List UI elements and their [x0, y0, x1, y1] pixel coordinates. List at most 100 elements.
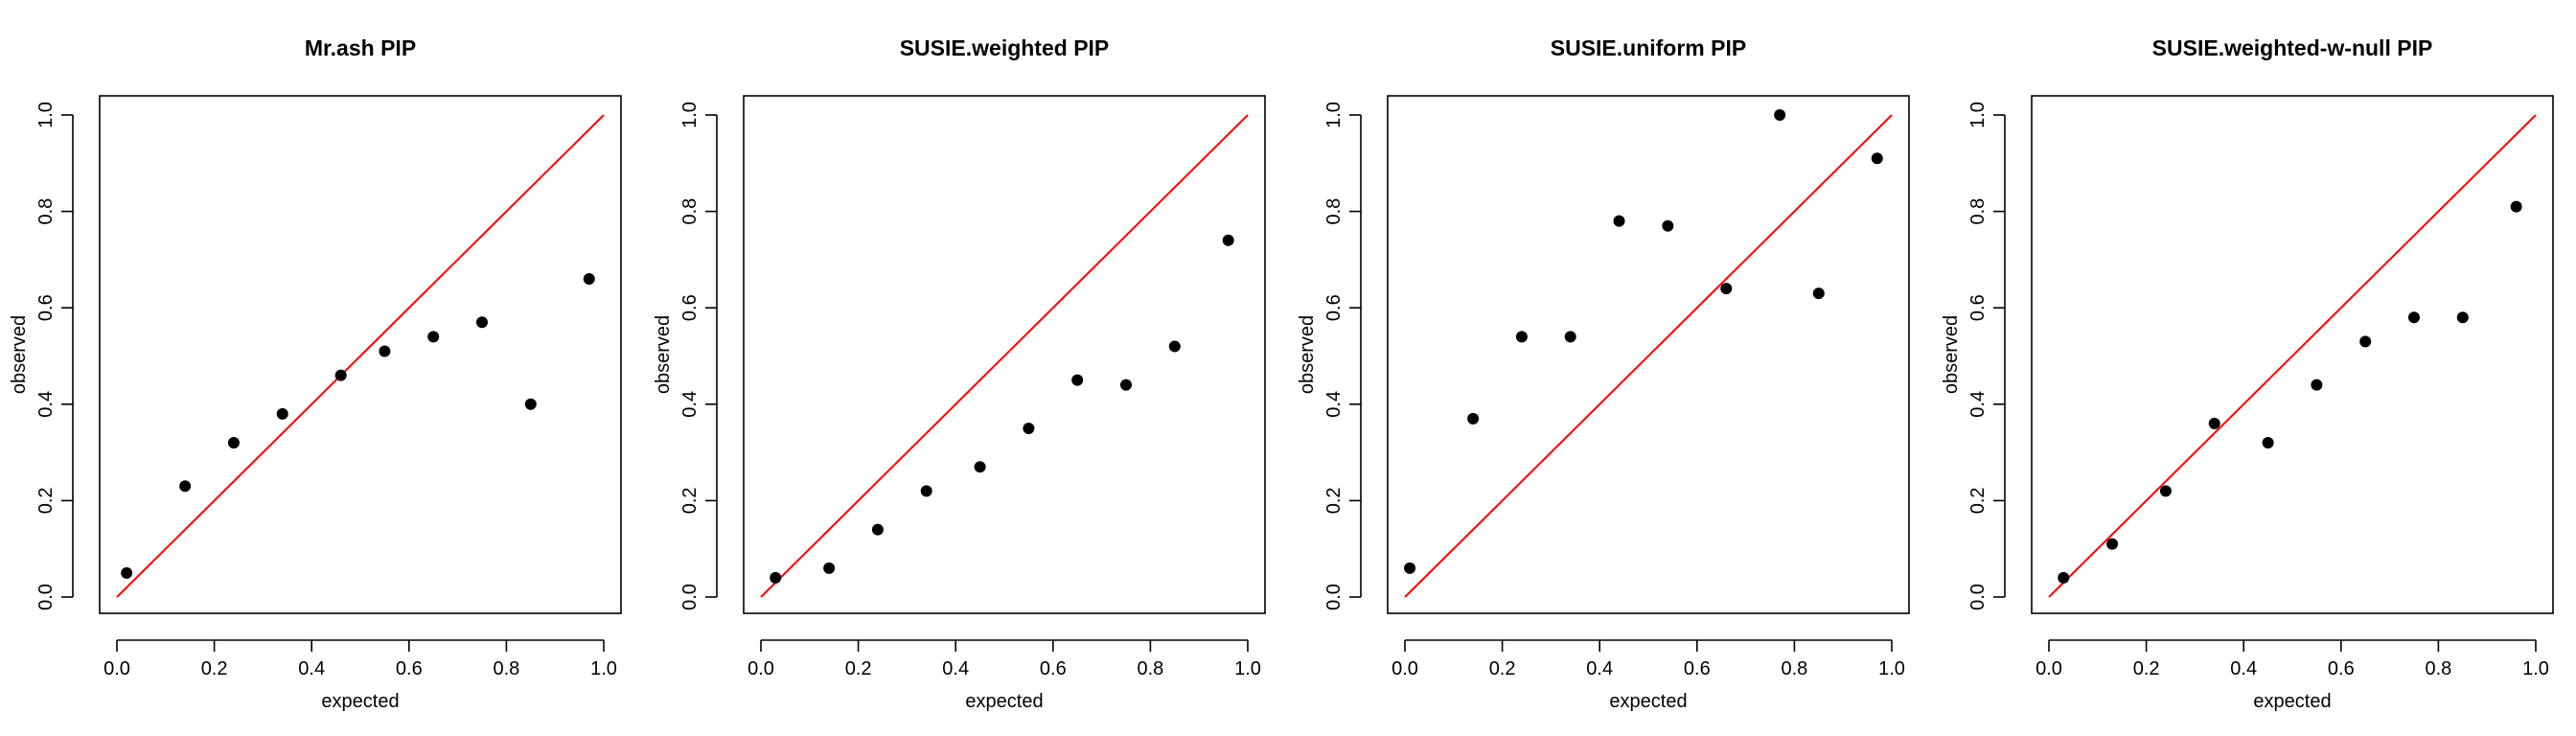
- x-tick-label: 0.8: [1137, 658, 1163, 679]
- data-point: [427, 331, 440, 343]
- x-tick-label: 0.6: [396, 658, 423, 679]
- y-tick-label: 0.2: [679, 487, 701, 514]
- data-point: [276, 407, 288, 420]
- y-tick-label: 0.6: [1967, 294, 1989, 321]
- x-tick-label: 0.2: [2133, 658, 2160, 679]
- reference-line: [116, 114, 605, 598]
- x-axis-label: expected: [1609, 691, 1687, 712]
- plot-frame: [743, 95, 1266, 614]
- y-tick-label: 0.6: [1323, 294, 1345, 321]
- x-tick-label: 0.8: [493, 658, 519, 679]
- data-point: [2408, 311, 2420, 324]
- plot-frame: [99, 95, 622, 614]
- data-point: [1222, 234, 1234, 246]
- data-point: [2510, 200, 2522, 213]
- plot-frame: [2031, 95, 2554, 614]
- data-point: [2456, 311, 2469, 324]
- scatter-panel-1: Mr.ash PIP 0.0 0.2 0.4 0.6 0.8 1.0 expected 0.0 0…: [9, 35, 622, 712]
- x-tick-label: 0.0: [2036, 658, 2062, 679]
- y-tick-label: 0.0: [679, 584, 701, 610]
- x-tick-label: 1.0: [2522, 658, 2549, 679]
- data-point: [476, 316, 488, 329]
- y-tick-label: 0.4: [35, 391, 57, 418]
- data-point: [823, 562, 836, 574]
- chart-title: SUSIE.weighted-w-null PIP: [2152, 35, 2433, 60]
- chart-title: SUSIE.uniform PIP: [1551, 35, 1746, 60]
- data-point: [2262, 437, 2274, 449]
- x-tick-label: 1.0: [590, 658, 617, 679]
- data-point: [121, 566, 133, 579]
- y-axis-label: observed: [653, 315, 674, 394]
- y-tick-label: 0.2: [1967, 487, 1989, 514]
- data-point: [1662, 219, 1674, 232]
- x-tick-label: 0.6: [2328, 658, 2355, 679]
- y-tick-label: 1.0: [1967, 102, 1989, 128]
- y-axis-label: observed: [1297, 315, 1318, 394]
- data-point: [334, 369, 347, 381]
- x-tick-label: 1.0: [1234, 658, 1261, 679]
- data-point: [2359, 335, 2372, 348]
- data-point: [2208, 417, 2220, 429]
- data-point: [920, 485, 932, 497]
- scatter-panel-4: SUSIE.weighted-w-null PIP 0.0 0.2 0.4 0.6 0.8…: [1941, 35, 2554, 712]
- y-tick-label: 1.0: [1323, 102, 1345, 128]
- y-tick-label: 0.4: [679, 391, 701, 418]
- reference-line: [760, 114, 1249, 598]
- y-axis-label: observed: [1941, 315, 1962, 394]
- data-point: [2311, 379, 2323, 391]
- x-tick-label: 0.4: [298, 658, 325, 679]
- y-tick-label: 0.0: [1967, 584, 1989, 610]
- y-tick-label: 0.4: [1323, 391, 1345, 418]
- data-point: [524, 398, 537, 410]
- data-point: [1071, 374, 1084, 386]
- x-tick-label: 0.2: [845, 658, 872, 679]
- reference-line: [1404, 114, 1893, 598]
- x-tick-label: 0.4: [2230, 658, 2257, 679]
- data-point: [1774, 109, 1786, 121]
- x-tick-label: 0.0: [104, 658, 130, 679]
- x-tick-label: 0.6: [1040, 658, 1067, 679]
- data-point: [1404, 562, 1416, 574]
- data-point: [1467, 412, 1480, 425]
- data-point: [1812, 288, 1825, 300]
- data-point: [1613, 215, 1625, 227]
- y-tick-label: 0.8: [1967, 198, 1989, 225]
- x-tick-label: 1.0: [1878, 658, 1905, 679]
- data-point: [871, 523, 884, 536]
- x-tick-label: 0.4: [942, 658, 969, 679]
- x-tick-label: 0.2: [1489, 658, 1516, 679]
- data-point: [2159, 485, 2172, 497]
- data-point: [1871, 152, 1883, 165]
- y-tick-label: 0.8: [1323, 198, 1345, 225]
- x-axis-label: expected: [2253, 691, 2331, 712]
- data-point: [1168, 340, 1181, 353]
- y-axis-label: observed: [9, 315, 30, 394]
- chart-title: SUSIE.weighted PIP: [900, 35, 1110, 60]
- x-tick-label: 0.8: [1781, 658, 1807, 679]
- data-point: [2058, 571, 2070, 584]
- data-point: [974, 461, 986, 473]
- x-tick-label: 0.6: [1684, 658, 1711, 679]
- data-point: [2106, 538, 2119, 550]
- scatter-panel-2: SUSIE.weighted PIP 0.0 0.2 0.4 0.6 0.8 1.0 expe…: [653, 35, 1266, 712]
- y-tick-label: 1.0: [35, 102, 57, 128]
- y-tick-label: 1.0: [679, 102, 701, 128]
- scatter-panel-3: SUSIE.uniform PIP 0.0 0.2 0.4 0.6 0.8 1.0 expec…: [1297, 35, 1910, 712]
- y-tick-label: 0.2: [1323, 487, 1345, 514]
- y-tick-label: 0.0: [1323, 584, 1345, 610]
- y-tick-label: 0.4: [1967, 391, 1989, 418]
- x-tick-label: 0.4: [1586, 658, 1613, 679]
- data-point: [770, 571, 782, 584]
- data-point: [1720, 283, 1733, 295]
- y-tick-label: 0.6: [35, 294, 57, 321]
- chart-title: Mr.ash PIP: [305, 35, 416, 60]
- data-point: [583, 273, 595, 286]
- y-tick-label: 0.8: [35, 198, 57, 225]
- reference-line: [2048, 114, 2537, 598]
- y-tick-label: 0.0: [35, 584, 57, 610]
- data-point: [1515, 331, 1528, 343]
- data-point: [227, 437, 240, 449]
- x-tick-label: 0.0: [748, 658, 774, 679]
- y-tick-label: 0.2: [35, 487, 57, 514]
